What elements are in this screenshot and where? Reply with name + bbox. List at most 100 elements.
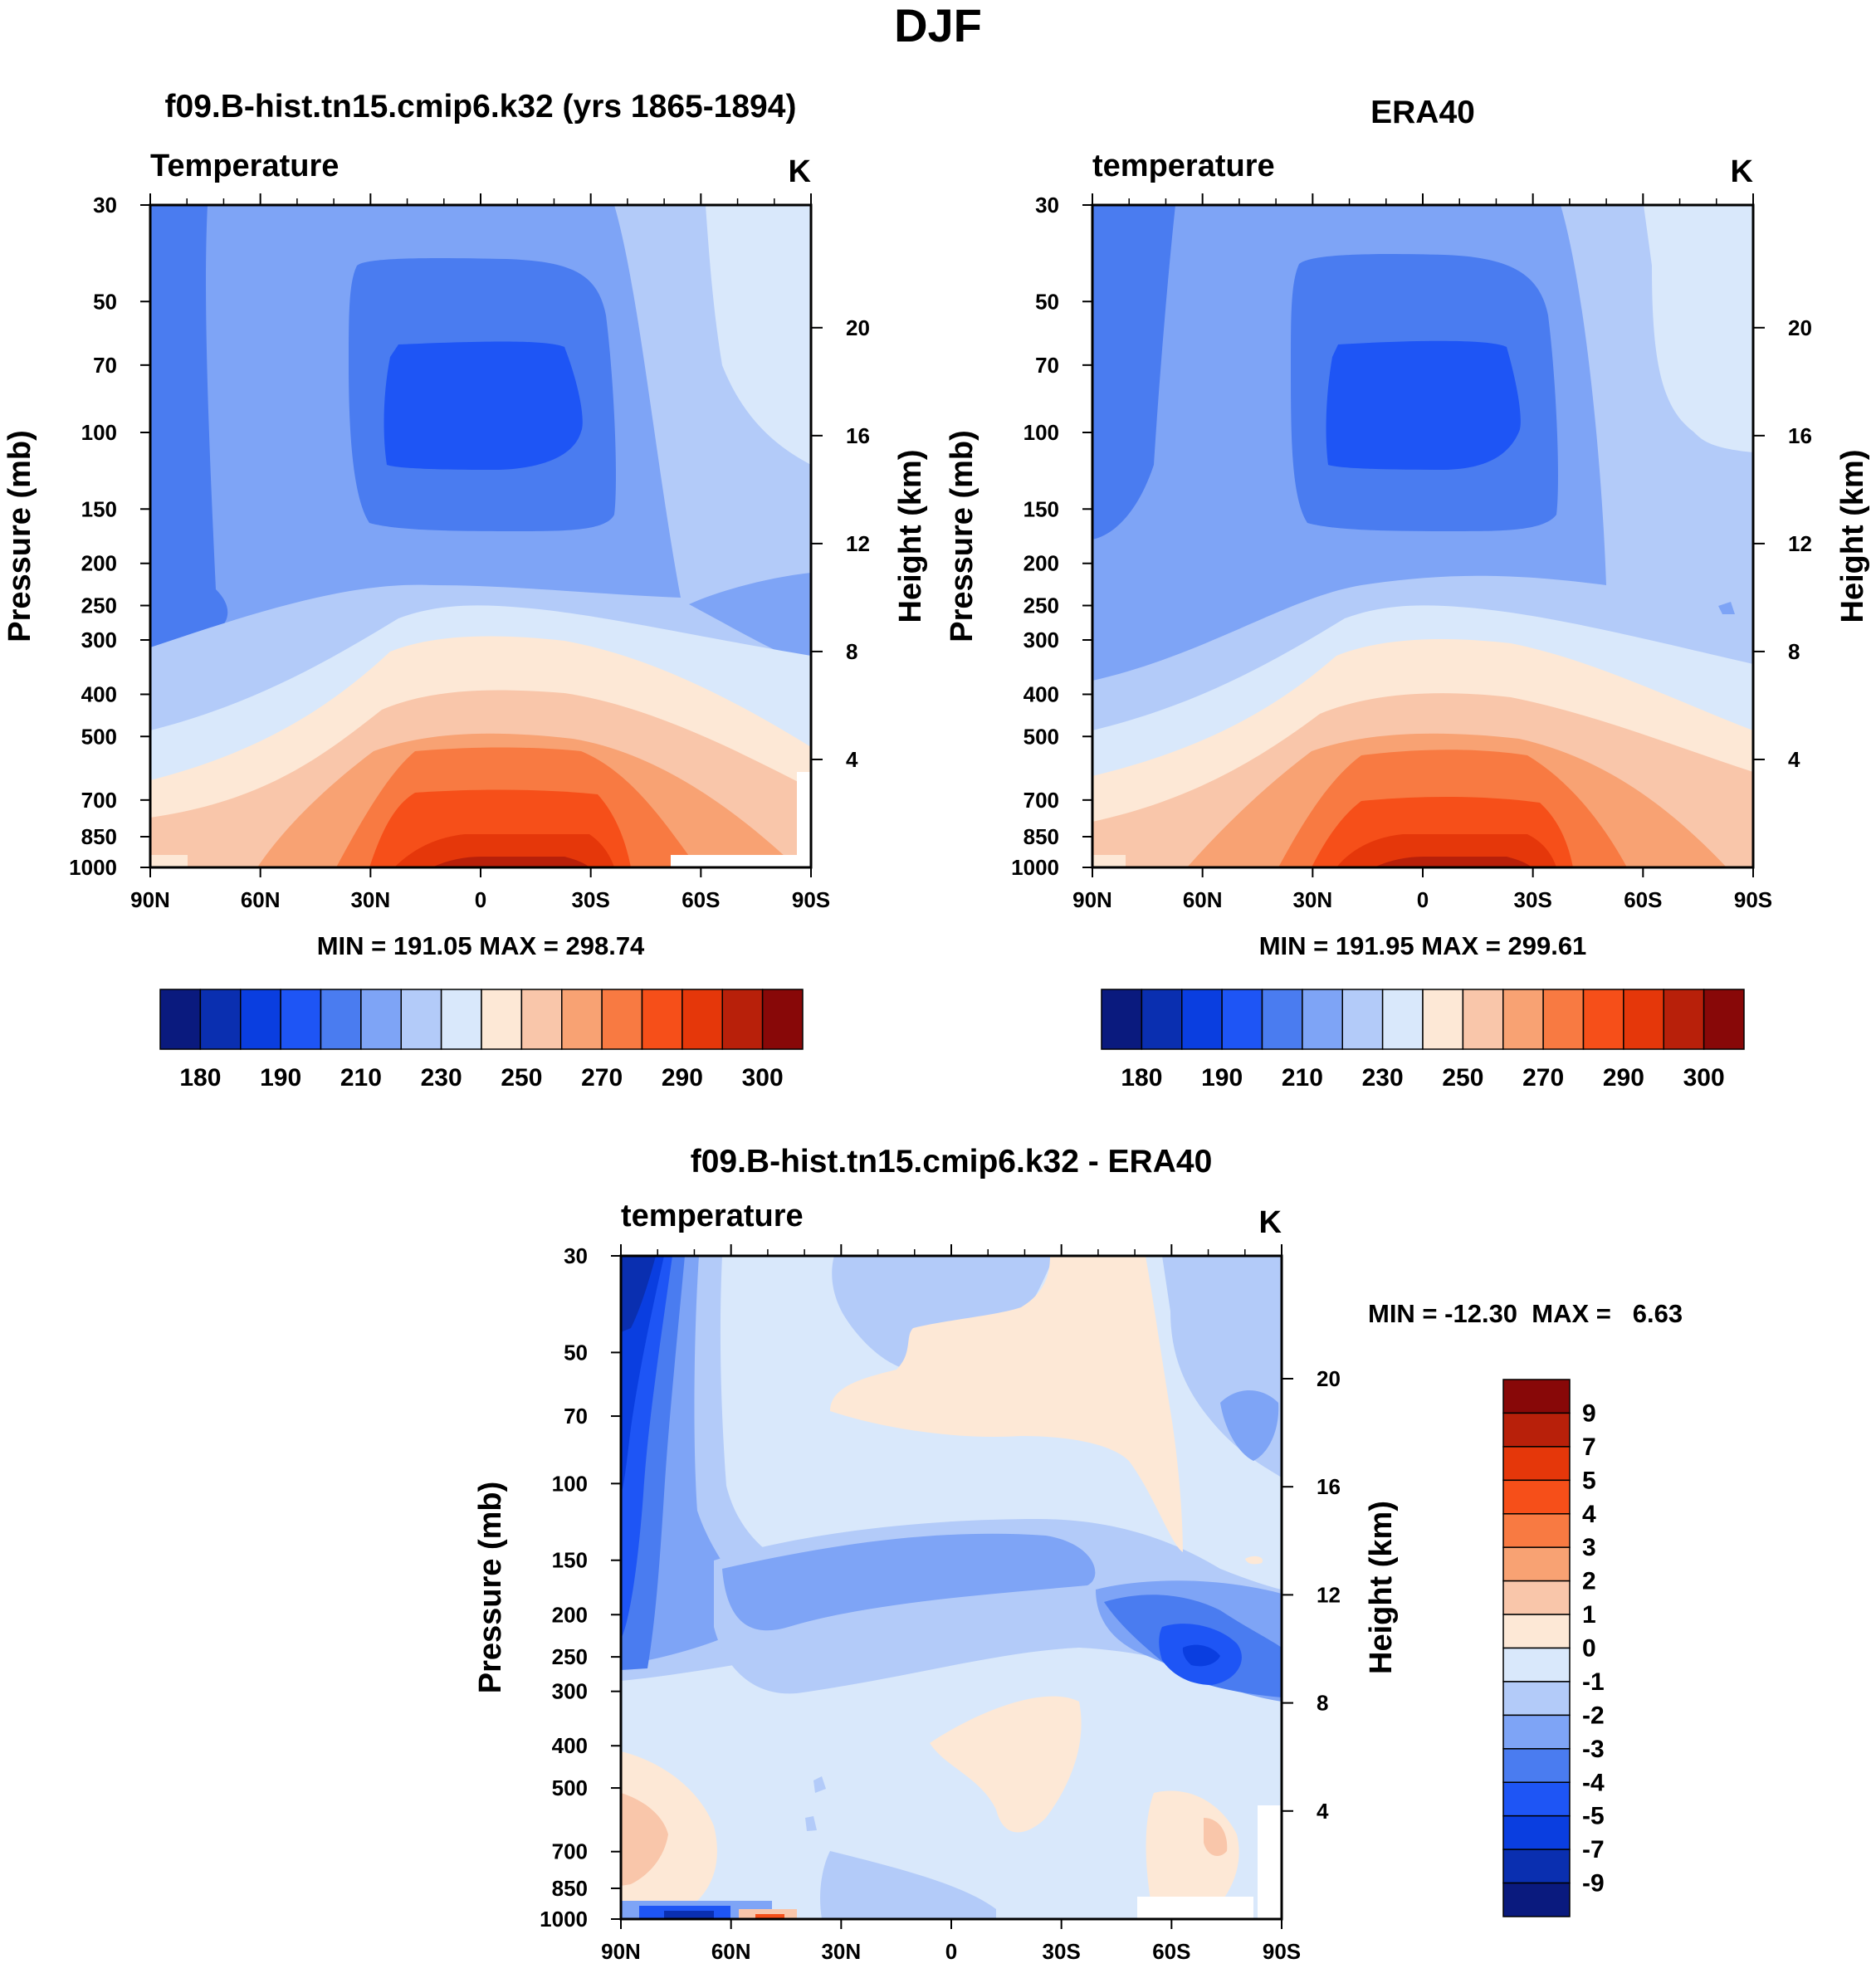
y-tick-label: 500: [81, 724, 117, 749]
colorbar-swatch: [400, 989, 442, 1050]
y-tick-label: 50: [1035, 289, 1059, 314]
colorbar-label: 1: [1582, 1601, 1596, 1629]
y-right-axis-label: Height (km): [1835, 450, 1870, 623]
y-tick-label: 300: [1023, 628, 1059, 652]
colorbar-swatch: [1502, 1513, 1571, 1548]
y-tick-label: 250: [552, 1644, 588, 1669]
colorbar-swatch: [1502, 1647, 1571, 1683]
y-tick-label: 400: [552, 1733, 588, 1758]
y-tick-label: 70: [564, 1404, 588, 1429]
units-label: K: [1731, 154, 1754, 189]
colorbar-label: 0: [1582, 1635, 1596, 1663]
colorbar-label: -3: [1582, 1736, 1605, 1763]
x-tick-label: 30N: [821, 1939, 861, 1964]
figure-title: DJF: [894, 0, 982, 51]
y-tick-label: 70: [1035, 353, 1059, 378]
x-tick-label: 30S: [572, 887, 610, 912]
colorbar-swatch: [520, 989, 563, 1050]
y-tick-label: 700: [1023, 788, 1059, 813]
colorbar-swatch: [1502, 1614, 1571, 1649]
units-label: K: [789, 154, 812, 189]
y-tick-label: 200: [552, 1602, 588, 1627]
axes-panel-3: 90N 60N 30N 0 30S 60S 90S 30 50 70 100 150 200 250 300…: [473, 1243, 1399, 1964]
y-right-axis-label: Height (km): [1364, 1501, 1399, 1674]
panel-diff: f09.B-hist.tn15.cmip6.k32 - ERA40 temper…: [619, 1144, 1283, 1921]
y-right-tick-label: 20: [1788, 315, 1812, 340]
y-tick-label: 200: [1023, 551, 1059, 576]
y-tick-label: 700: [81, 788, 117, 813]
colorbar-label: -1: [1582, 1668, 1605, 1696]
y-right-tick-label: 20: [1317, 1366, 1341, 1391]
y-axis-label: Pressure (mb): [2, 430, 37, 642]
colorbar: 180 190 210 230 250 270 290 300: [159, 989, 804, 1092]
x-tick-label: 60S: [1624, 887, 1662, 912]
colorbar-swatch: [601, 989, 643, 1050]
colorbar-swatch: [1502, 1814, 1571, 1850]
y-tick-label: 850: [552, 1876, 588, 1901]
colorbar-swatch: [721, 989, 764, 1050]
colorbar-swatch: [280, 989, 322, 1050]
colorbar-label: 2: [1582, 1568, 1596, 1595]
y-tick-label: 700: [552, 1839, 588, 1864]
colorbar-label: -4: [1582, 1769, 1605, 1796]
colorbar-swatch: [1502, 1580, 1571, 1615]
colorbar-label: 250: [501, 1064, 542, 1092]
contour-field: [621, 1256, 1282, 1919]
x-tick-label: 30S: [1043, 1939, 1081, 1964]
y-tick-label: 250: [81, 593, 117, 618]
y-tick-label: 400: [1023, 681, 1059, 706]
x-tick-label: 0: [945, 1939, 957, 1964]
y-tick-label: 100: [1023, 420, 1059, 445]
y-tick-label: 250: [1023, 593, 1059, 618]
colorbar: 180 190 210 230 250 270 290 300: [1101, 989, 1745, 1092]
colorbar-swatch: [1302, 989, 1343, 1050]
colorbar-label: -7: [1582, 1836, 1605, 1863]
y-right-tick-label: 12: [1317, 1582, 1341, 1607]
x-tick-label: 30N: [1292, 887, 1332, 912]
y-right-tick-label: 4: [1788, 747, 1800, 772]
colorbar-swatch: [1663, 989, 1705, 1050]
colorbar-swatch: [761, 989, 804, 1050]
x-tick-label: 90S: [1734, 887, 1772, 912]
y-right-axis-label: Height (km): [893, 450, 928, 623]
colorbar-label: 190: [1201, 1064, 1243, 1092]
colorbar-label: 230: [1362, 1064, 1404, 1092]
y-tick-label: 300: [81, 628, 117, 652]
colorbar-swatch: [481, 989, 523, 1050]
y-tick-label: 150: [81, 496, 117, 521]
colorbar-swatch: [360, 989, 402, 1050]
x-tick-label: 60N: [711, 1939, 751, 1964]
x-tick-label: 30S: [1514, 887, 1552, 912]
colorbar-label: 270: [1522, 1064, 1564, 1092]
colorbar-swatch: [1261, 989, 1303, 1050]
colorbar-swatch: [1221, 989, 1263, 1050]
panel-obs: ERA40 temperature K: [1091, 95, 1755, 869]
colorbar-label: 210: [340, 1064, 382, 1092]
y-right-tick-label: 4: [846, 747, 858, 772]
y-right-tick-label: 16: [1788, 423, 1812, 448]
variable-label: Temperature: [150, 149, 339, 183]
y-tick-label: 850: [1023, 824, 1059, 849]
colorbar-swatch: [1422, 989, 1464, 1050]
x-tick-label: 60N: [1183, 887, 1223, 912]
y-tick-label: 30: [564, 1243, 588, 1268]
colorbar-label: 300: [1683, 1064, 1725, 1092]
colorbar-swatch: [199, 989, 242, 1050]
colorbar-swatch: [1502, 1546, 1571, 1582]
colorbar-vertical: 9 7 5 4 3 2 1 0 -1 -2 -3 -4 -5 -7 -9: [1502, 1379, 1605, 1917]
colorbar-label: 290: [1603, 1064, 1644, 1092]
colorbar-swatch: [1502, 1781, 1571, 1817]
y-tick-label: 30: [93, 193, 117, 217]
colorbar-swatch: [1502, 1412, 1571, 1448]
x-tick-label: 0: [1417, 887, 1429, 912]
y-tick-label: 150: [552, 1548, 588, 1573]
x-tick-label: 90S: [792, 887, 830, 912]
colorbar-label: -2: [1582, 1702, 1605, 1729]
colorbar-label: 250: [1442, 1064, 1483, 1092]
colorbar-swatch: [1502, 1681, 1571, 1717]
x-tick-label: 90N: [130, 887, 170, 912]
x-tick-label: 90S: [1263, 1939, 1301, 1964]
axes-panel-2: 90N 60N 30N 0 30S 60S 90S 30 50 70 100 150 200 250 300…: [945, 193, 1870, 912]
colorbar-swatch: [1582, 989, 1624, 1050]
